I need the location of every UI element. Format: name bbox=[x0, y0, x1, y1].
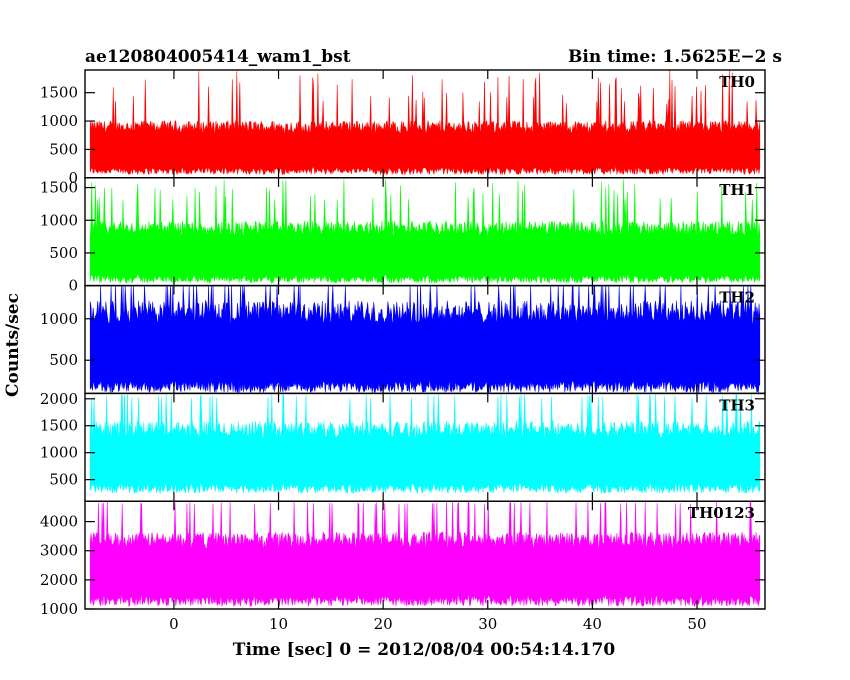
panel-label: TH2 bbox=[719, 289, 755, 307]
y-tick-label: 1500 bbox=[40, 179, 78, 197]
series-th1 bbox=[89, 179, 761, 284]
y-tick-label: 1500 bbox=[40, 417, 78, 435]
x-tick-label: 30 bbox=[478, 615, 497, 633]
y-tick-label: 2000 bbox=[40, 390, 78, 408]
series-th0123 bbox=[89, 501, 761, 607]
y-axis-label: Counts/sec bbox=[3, 293, 23, 397]
x-tick-label: 20 bbox=[374, 615, 393, 633]
y-tick-label: 500 bbox=[49, 140, 78, 158]
panel-label: TH0 bbox=[719, 73, 755, 91]
y-tick-label: 1500 bbox=[40, 84, 78, 102]
y-tick-label: 1000 bbox=[40, 444, 78, 462]
y-tick-label: 500 bbox=[49, 471, 78, 489]
x-tick-label: 50 bbox=[687, 615, 706, 633]
y-tick-label: 1000 bbox=[40, 310, 78, 328]
bin-time-label: Bin time: 1.5625E−2 s bbox=[568, 47, 782, 67]
y-tick-label: 500 bbox=[49, 351, 78, 369]
y-tick-label: 0 bbox=[68, 277, 78, 295]
y-tick-label: 4000 bbox=[40, 513, 78, 531]
x-tick-label: 0 bbox=[169, 615, 179, 633]
x-tick-label: 40 bbox=[583, 615, 602, 633]
panel-label: TH1 bbox=[719, 181, 755, 199]
y-tick-label: 1000 bbox=[40, 112, 78, 130]
y-tick-label: 500 bbox=[49, 244, 78, 262]
y-tick-label: 0 bbox=[68, 169, 78, 187]
chart-title: ae120804005414_wam1_bst bbox=[85, 47, 351, 67]
panel-frame-th0123 bbox=[84, 500, 766, 610]
panel-label: TH0123 bbox=[688, 504, 755, 522]
y-tick-label: 1000 bbox=[40, 600, 78, 618]
series-th3 bbox=[89, 393, 761, 495]
series-th0 bbox=[89, 70, 761, 176]
y-tick-label: 3000 bbox=[40, 542, 78, 560]
x-axis-label: Time [sec] 0 = 2012/08/04 00:54:14.170 bbox=[233, 640, 616, 660]
series-th2 bbox=[89, 285, 761, 394]
panel-label: TH3 bbox=[719, 396, 755, 414]
y-tick-label: 2000 bbox=[40, 571, 78, 589]
x-tick-label: 10 bbox=[269, 615, 288, 633]
y-tick-label: 1000 bbox=[40, 211, 78, 229]
